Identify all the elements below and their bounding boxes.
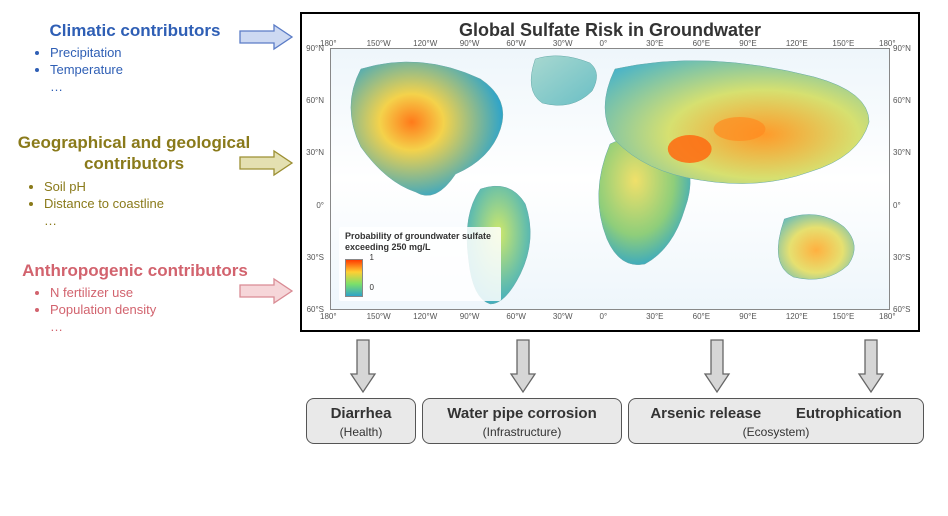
contributor-climatic-title: Climatic contributors: [10, 20, 260, 41]
map-legend: Probability of groundwater sulfate excee…: [339, 227, 501, 301]
contributor-climatic: Climatic contributors Precipitation Temp…: [10, 20, 260, 94]
contributor-climatic-item: Precipitation: [50, 45, 260, 60]
outcome-sub: (Infrastructure): [427, 425, 617, 439]
arrow-down-4: [856, 338, 886, 396]
lat-tick: 0°: [893, 201, 901, 210]
lon-tick: 30°W: [553, 312, 573, 321]
map-title: Global Sulfate Risk in Groundwater: [302, 20, 918, 41]
lat-tick: 90°N: [306, 44, 324, 53]
lon-tick: 60°E: [693, 312, 710, 321]
continent-greenland: [531, 56, 596, 105]
lon-tick: 120°W: [413, 312, 437, 321]
contributor-anthro-item: Population density: [50, 302, 260, 317]
lat-tick: 30°S: [307, 253, 324, 262]
contributor-geo: Geographical and geological contributors…: [4, 132, 264, 228]
contributor-anthro-title: Anthropogenic contributors: [10, 260, 260, 281]
outcome-ecosystem: Arsenic release Eutrophication (Ecosyste…: [628, 398, 924, 444]
contributor-geo-list: Soil pH Distance to coastline: [44, 179, 264, 211]
lat-tick: 60°S: [307, 305, 324, 314]
arrow-down-icon: [705, 340, 729, 392]
arrow-right-icon: [240, 279, 292, 303]
contributor-climatic-list: Precipitation Temperature: [50, 45, 260, 77]
lat-tick: 30°N: [306, 148, 324, 157]
ellipsis: …: [50, 319, 260, 334]
lat-tick: 90°N: [893, 44, 911, 53]
lon-tick: 150°W: [367, 312, 391, 321]
contributor-geo-item: Soil pH: [44, 179, 264, 194]
map-panel: Global Sulfate Risk in Groundwater: [300, 12, 920, 332]
arrow-right-icon: [240, 151, 292, 175]
arrow-down-icon: [859, 340, 883, 392]
contributor-geo-item: Distance to coastline: [44, 196, 264, 211]
contributor-anthro: Anthropogenic contributors N fertilizer …: [10, 260, 260, 334]
lon-tick: 120°E: [786, 39, 808, 48]
contributor-anthro-list: N fertilizer use Population density: [50, 285, 260, 317]
continent-australia: [778, 215, 854, 280]
arrow-geo-to-map: [238, 148, 296, 178]
outcome-title: Diarrhea: [311, 405, 411, 422]
outcome-sub: (Health): [311, 425, 411, 439]
legend-title: Probability of groundwater sulfate excee…: [345, 231, 495, 253]
contributor-geo-title: Geographical and geological contributors: [4, 132, 264, 175]
lat-tick: 30°N: [893, 148, 911, 157]
lon-tick: 150°W: [367, 39, 391, 48]
hotspot-middle-east: [668, 135, 712, 163]
lon-tick: 90°W: [460, 312, 480, 321]
lon-tick: 30°W: [553, 39, 573, 48]
contributor-climatic-item: Temperature: [50, 62, 260, 77]
contributor-anthro-item: N fertilizer use: [50, 285, 260, 300]
lon-tick: 90°W: [460, 39, 480, 48]
world-map: Probability of groundwater sulfate excee…: [330, 48, 890, 310]
outcome-diarrhea: Diarrhea (Health): [306, 398, 416, 444]
lon-tick: 30°E: [646, 312, 663, 321]
outcome-pipe-corrosion: Water pipe corrosion (Infrastructure): [422, 398, 622, 444]
arrow-down-icon: [511, 340, 535, 392]
lon-tick: 60°W: [506, 312, 526, 321]
arrow-climatic-to-map: [238, 22, 296, 52]
arrow-right-icon: [240, 25, 292, 49]
lon-tick: 0°: [600, 39, 608, 48]
ellipsis: …: [50, 79, 260, 94]
outcome-title: Arsenic release: [650, 405, 761, 422]
legend-max: 1: [370, 253, 374, 263]
lat-tick: 0°: [316, 201, 324, 210]
outcome-title: Water pipe corrosion: [427, 405, 617, 422]
lat-tick: 60°N: [306, 96, 324, 105]
lat-tick: 60°N: [893, 96, 911, 105]
lat-tick: 30°S: [893, 253, 910, 262]
lon-tick: 150°E: [832, 39, 854, 48]
lon-tick: 60°E: [693, 39, 710, 48]
lon-tick: 0°: [600, 312, 608, 321]
lon-tick: 120°W: [413, 39, 437, 48]
outcome-sub: (Ecosystem): [633, 425, 919, 439]
arrow-anthro-to-map: [238, 276, 296, 306]
legend-min: 0: [370, 283, 374, 293]
lon-tick: 120°E: [786, 312, 808, 321]
lon-tick: 60°W: [506, 39, 526, 48]
arrow-down-icon: [351, 340, 375, 392]
outcome-title: Eutrophication: [796, 405, 902, 422]
arrow-down-1: [348, 338, 378, 396]
continent-north-america: [351, 62, 503, 195]
lon-tick: 150°E: [832, 312, 854, 321]
lat-tick: 60°S: [893, 305, 910, 314]
legend-colorbar: [345, 259, 363, 297]
lon-tick: 90°E: [739, 312, 756, 321]
hotspot-central-asia: [714, 117, 766, 141]
lon-tick: 30°E: [646, 39, 663, 48]
arrow-down-2: [508, 338, 538, 396]
arrow-down-3: [702, 338, 732, 396]
diagram-canvas: Climatic contributors Precipitation Temp…: [0, 0, 948, 516]
ellipsis: …: [44, 213, 264, 228]
lon-tick: 90°E: [739, 39, 756, 48]
